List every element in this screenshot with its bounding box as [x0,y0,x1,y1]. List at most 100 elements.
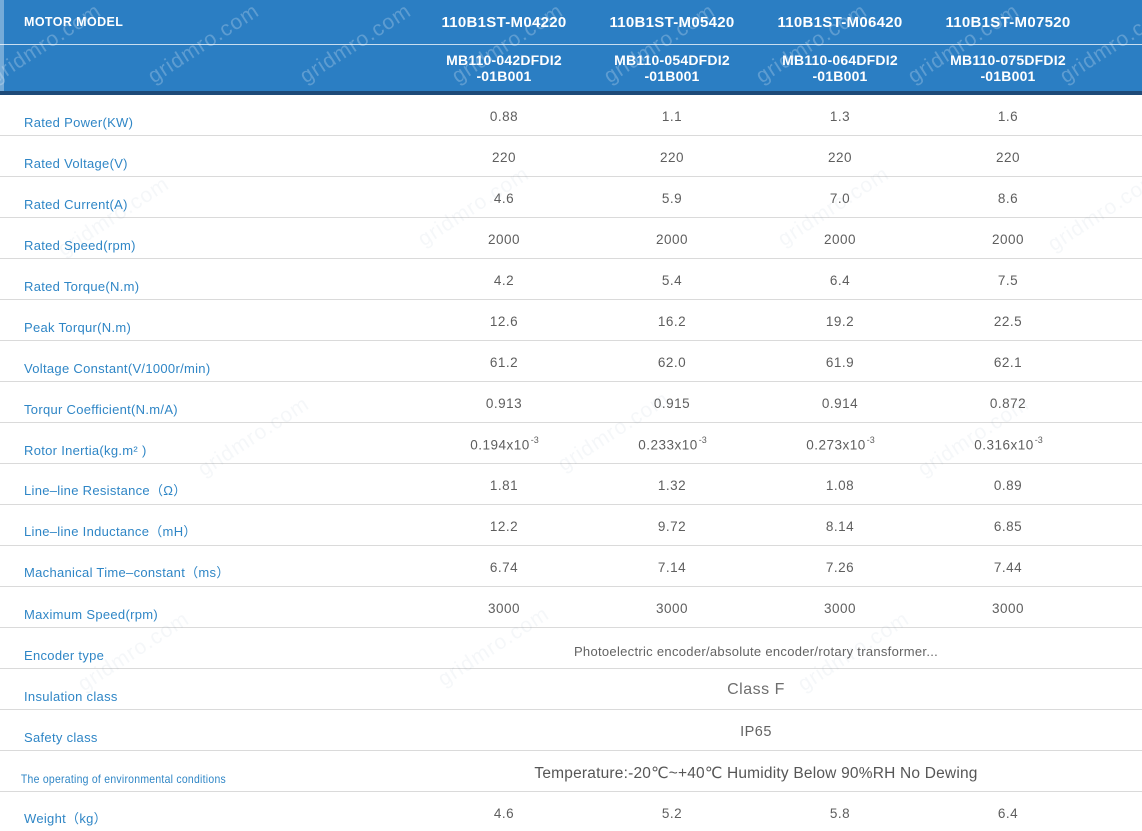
row-label: Weight（kg） [24,811,107,826]
spec-value: 6.85 [993,519,1023,534]
submodel-name: MB110-064DFDI2 -01B001 [782,52,898,84]
spec-row-peak-torque: Peak Torqur(N.m) 12.6 16.2 19.2 22.5 [0,300,1142,341]
spec-row-rated-torque: Rated Torque(N.m) 4.2 5.4 6.4 7.5 [0,259,1142,300]
spec-value: 6.4 [829,273,851,288]
spec-value: 61.9 [825,355,855,370]
motor-model-label: MOTOR MODEL [24,15,124,29]
spec-value: 61.2 [489,355,519,370]
spec-value: 220 [491,150,517,165]
spec-value: 0.89 [993,478,1023,493]
spec-value: 0.273x10-3 [806,434,875,453]
spec-row-line-inductance: Line–line Inductance（mH） 12.2 9.72 8.14 … [0,505,1142,546]
spec-value: 4.6 [493,806,515,821]
spec-value: 2000 [823,232,857,247]
spec-value: 5.8 [829,806,851,821]
spec-row-safety-class: Safety class IP65 [0,710,1142,751]
spec-value: 6.74 [489,560,519,575]
row-label: Machanical Time–constant（ms） [24,565,230,580]
table-header: MOTOR MODEL 110B1ST-M04220 110B1ST-M0542… [0,0,1142,95]
spec-value: 220 [995,150,1021,165]
spec-value: 3000 [991,601,1025,616]
spec-value: 5.2 [661,806,683,821]
spec-value: 2000 [655,232,689,247]
spec-value: 3000 [655,601,689,616]
spec-value: 0.194x10-3 [470,434,539,453]
header-submodel-row: MB110-042DFDI2 -01B001 MB110-054DFDI2 -01B… [0,45,1142,91]
spec-value: 0.913 [485,396,523,411]
spec-row-rated-speed: Rated Speed(rpm) 2000 2000 2000 2000 [0,218,1142,259]
header-model-row: MOTOR MODEL 110B1ST-M04220 110B1ST-M0542… [0,0,1142,45]
model-name: 110B1ST-M07520 [945,13,1071,31]
spec-span-value: Class F [727,681,785,698]
spec-row-torque-coefficient: Torqur Coefficient(N.m/A) 0.913 0.915 0.… [0,382,1142,423]
spec-value: 1.6 [997,109,1019,124]
spec-value: 0.915 [653,396,691,411]
spec-value: 9.72 [657,519,687,534]
spec-row-mechanical-time-constant: Machanical Time–constant（ms） 6.74 7.14 7… [0,546,1142,587]
spec-value: 7.44 [993,560,1023,575]
model-name: 110B1ST-M05420 [609,13,735,31]
spec-row-rotor-inertia: Rotor Inertia(kg.m² ) 0.194x10-3 0.233x1… [0,423,1142,464]
row-label: Insulation class [24,689,118,704]
row-label: Line–line Resistance（Ω） [24,483,187,498]
spec-value: 5.4 [661,273,683,288]
spec-value: 2000 [991,232,1025,247]
spec-value: 4.2 [493,273,515,288]
row-label: The operating of environmental condition… [20,772,227,786]
spec-value: 0.233x10-3 [638,434,707,453]
spec-value: 2000 [487,232,521,247]
spec-value: 22.5 [993,314,1023,329]
spec-rows: Rated Power(KW) 0.88 1.1 1.3 1.6 Rated V… [0,95,1142,831]
row-label: Peak Torqur(N.m) [24,320,132,335]
spec-value: 4.6 [493,191,515,206]
spec-value: 220 [827,150,853,165]
spec-value: 7.0 [829,191,851,206]
spec-value: 1.32 [657,478,687,493]
spec-row-environmental-conditions: The operating of environmental condition… [0,751,1142,792]
row-label: Rotor Inertia(kg.m² ) [24,443,147,458]
spec-row-maximum-speed: Maximum Speed(rpm) 3000 3000 3000 3000 [0,587,1142,628]
spec-value: 6.4 [997,806,1019,821]
spec-value: 7.26 [825,560,855,575]
submodel-name: MB110-075DFDI2 -01B001 [950,52,1066,84]
spec-value: 12.2 [489,519,519,534]
header-left-strip [0,0,4,91]
submodel-name: MB110-054DFDI2 -01B001 [614,52,730,84]
model-name: 110B1ST-M04220 [441,13,567,31]
spec-value: 0.872 [989,396,1027,411]
row-label: Torqur Coefficient(N.m/A) [24,402,178,417]
spec-row-encoder-type: Encoder type Photoelectric encoder/absol… [0,628,1142,669]
spec-value: 1.81 [489,478,519,493]
spec-value: 0.316x10-3 [974,434,1043,453]
spec-value: 8.6 [997,191,1019,206]
spec-value: 12.6 [489,314,519,329]
row-label: Encoder type [24,648,105,663]
spec-value: 16.2 [657,314,687,329]
spec-value: 0.88 [489,109,519,124]
submodel-name: MB110-042DFDI2 -01B001 [446,52,562,84]
row-label: Maximum Speed(rpm) [24,607,158,622]
row-label: Line–line Inductance（mH） [24,524,197,539]
spec-value: 1.08 [825,478,855,493]
row-label: Rated Torque(N.m) [24,279,140,294]
spec-span-value: Temperature:-20℃~+40℃ Humidity Below 90%… [534,765,978,782]
row-label: Rated Voltage(V) [24,156,128,171]
row-label: Rated Power(KW) [24,115,134,130]
spec-value: 1.1 [661,109,683,124]
spec-value: 62.1 [993,355,1023,370]
spec-value: 3000 [487,601,521,616]
spec-span-value: Photoelectric encoder/absolute encoder/r… [573,644,939,659]
row-label: Voltage Constant(V/1000r/min) [24,361,211,376]
spec-value: 7.5 [997,273,1019,288]
spec-row-insulation-class: Insulation class Class F [0,669,1142,710]
row-label: Safety class [24,730,98,745]
spec-value: 7.14 [657,560,687,575]
model-name: 110B1ST-M06420 [777,13,903,31]
spec-value: 3000 [823,601,857,616]
spec-span-value: IP65 [740,724,772,740]
spec-row-weight: Weight（kg） 4.6 5.2 5.8 6.4 [0,792,1142,831]
spec-row-voltage-constant: Voltage Constant(V/1000r/min) 61.2 62.0 … [0,341,1142,382]
spec-value: 19.2 [825,314,855,329]
spec-row-rated-voltage: Rated Voltage(V) 220 220 220 220 [0,136,1142,177]
row-label: Rated Speed(rpm) [24,238,136,253]
